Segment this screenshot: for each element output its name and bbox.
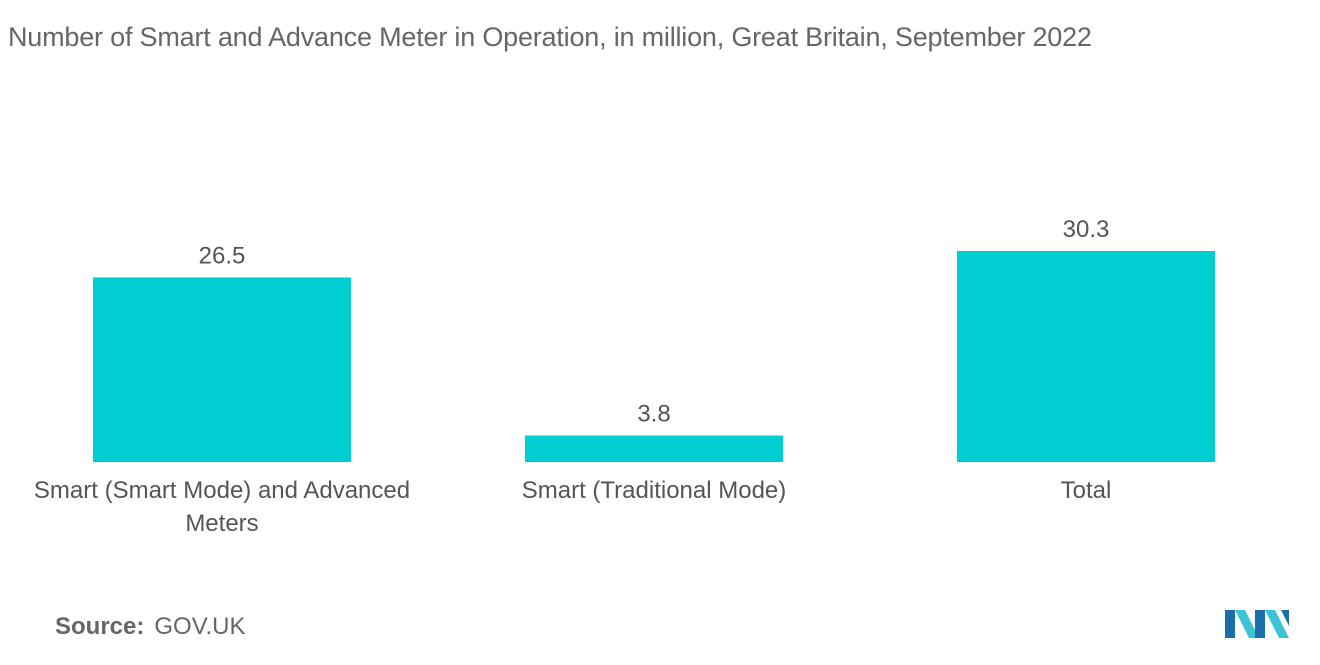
value-label-0: 26.5 [199,242,246,269]
category-label-1-line-0: Smart (Traditional Mode) [522,477,787,504]
value-label-2: 30.3 [1063,216,1110,243]
category-label-2-line-0: Total [1061,477,1112,504]
category-label-0-line-1: Meters [185,510,258,537]
category-label-0-line-0: Smart (Smart Mode) and Advanced [34,477,410,504]
source-value: GOV.UK [154,613,246,640]
chart-title: Number of Smart and Advance Meter in Ope… [8,22,1092,52]
value-label-1: 3.8 [637,401,670,428]
mordor-intelligence-logo-icon [1225,610,1289,638]
bar-2 [957,251,1215,462]
bar-0 [93,277,351,462]
source-line: Source: GOV.UK [55,613,246,641]
bar-chart: 26.5 Smart (Smart Mode) and Advanced Meter… [34,216,1215,537]
source-label: Source: [55,613,145,640]
bar-1 [525,435,783,462]
